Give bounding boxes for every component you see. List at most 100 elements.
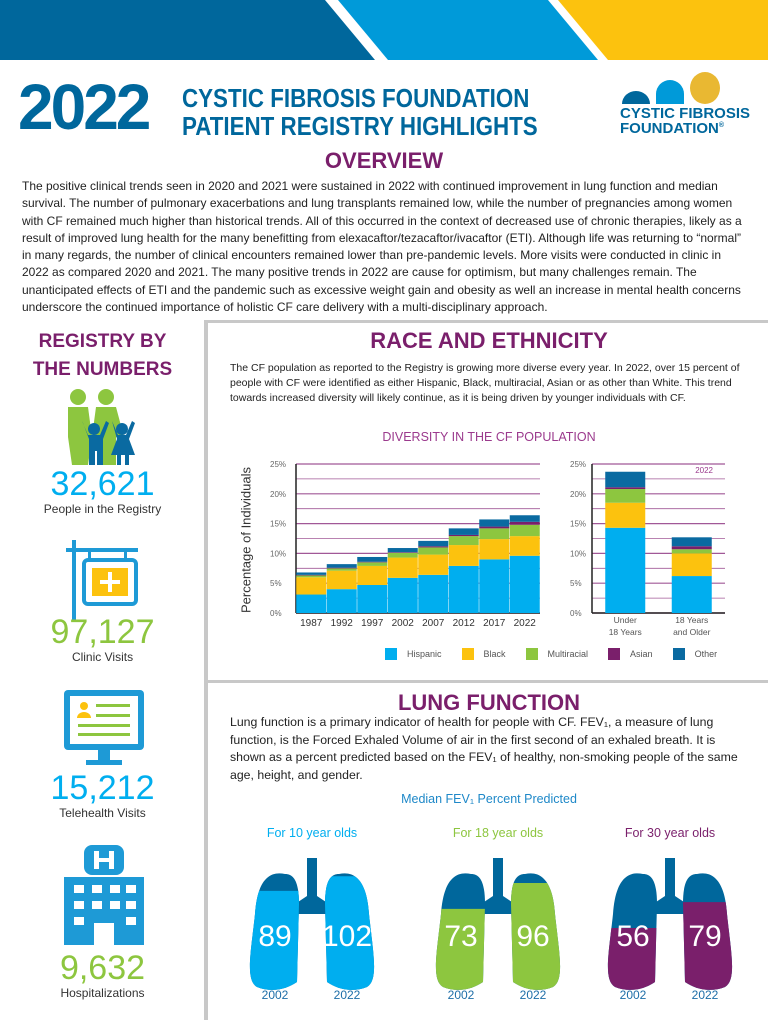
bar-segment-asian xyxy=(387,552,418,553)
legend-swatch xyxy=(608,648,621,660)
trachea xyxy=(481,858,515,914)
fev-value-2022: 79 xyxy=(688,920,721,953)
section-divider xyxy=(207,320,768,323)
x-tick-label: Under xyxy=(614,615,637,625)
bar-segment-asian xyxy=(605,487,646,490)
lung-fill-2002 xyxy=(435,908,485,990)
bar-segment-asian xyxy=(326,567,357,569)
bar-segment-other xyxy=(671,537,712,547)
report-title: CYSTIC FIBROSIS FOUNDATION PATIENT REGIS… xyxy=(182,84,538,140)
y-tick-label: 5% xyxy=(270,579,282,588)
chart-legend: Hispanic Black Multiracial Asian Other xyxy=(385,648,737,660)
bar-segment-black xyxy=(671,553,712,577)
legend-swatch xyxy=(461,648,474,660)
bar-segment-black xyxy=(479,539,510,560)
bar-segment-hispanic xyxy=(479,559,510,613)
bar-segment-asian xyxy=(479,526,510,529)
x-tick-label: 2002 xyxy=(392,618,415,629)
stat-people: 32,621 People in the Registry xyxy=(0,466,205,516)
bar-segment-other xyxy=(357,556,388,562)
bar-segment-multiracial xyxy=(326,568,357,571)
y-tick-label: 25% xyxy=(570,460,586,469)
bar-segment-asian xyxy=(671,546,712,550)
year-label: 2022 xyxy=(692,988,719,1002)
y-tick-label: 25% xyxy=(270,460,286,469)
chart-title: DIVERSITY IN THE CF POPULATION xyxy=(382,430,596,444)
bar-segment-hispanic xyxy=(357,584,388,613)
registry-title-line-2: THE NUMBERS xyxy=(32,359,173,380)
y-tick-label: 15% xyxy=(570,520,586,529)
bar-segment-asian xyxy=(509,521,540,525)
title-line-1: CYSTIC FIBROSIS FOUNDATION xyxy=(182,83,530,113)
logo-line-1: CYSTIC FIBROSIS xyxy=(620,105,751,122)
stat-value: 97,127 xyxy=(50,613,155,651)
family-icon xyxy=(68,389,135,465)
y-tick-label: 10% xyxy=(570,549,586,558)
section-divider xyxy=(207,680,768,683)
legend-swatch xyxy=(385,648,397,660)
bar-segment-other xyxy=(418,540,449,547)
lungs-icon: 56 79 2002 2022 xyxy=(607,858,733,1002)
bar-segment-multiracial xyxy=(418,547,449,555)
x-tick-label: 2007 xyxy=(422,618,445,629)
bar-segment-black xyxy=(296,577,327,595)
year-label: 2002 xyxy=(262,988,289,1002)
column-divider xyxy=(204,320,208,1020)
lungs-icon: 73 96 2002 2022 xyxy=(435,858,561,1002)
bar-segment-hispanic xyxy=(296,594,327,613)
bar-segment-asian xyxy=(296,574,327,576)
bar-segment-asian xyxy=(448,534,479,537)
bar-segment-multiracial xyxy=(387,552,418,558)
bar-segment-hispanic xyxy=(418,574,449,613)
legend-label: Asian xyxy=(630,649,653,659)
bar-segment-black xyxy=(418,554,449,575)
bar-segment-black xyxy=(605,502,646,528)
x-tick-label: 18 Years xyxy=(609,627,642,637)
stat-label: Clinic Visits xyxy=(71,650,134,664)
year-label: 2022 xyxy=(520,988,547,1002)
fev-subtitle: Median FEV₁ Percent Predicted xyxy=(401,792,577,806)
logo-line-2: FOUNDATION® xyxy=(620,121,750,136)
x-tick-label: 2022 xyxy=(514,618,537,629)
lung-fill-2002 xyxy=(607,928,657,990)
bar-segment-hispanic xyxy=(671,576,712,613)
bar-segment-hispanic xyxy=(387,577,418,613)
stat-value: 32,621 xyxy=(50,465,155,503)
bar-segment-other xyxy=(296,572,327,575)
bar-segment-multiracial xyxy=(479,528,510,540)
legend-label: Multiracial xyxy=(547,649,589,659)
registry-title-line-1: REGISTRY BY xyxy=(38,331,167,352)
y-tick-label: 20% xyxy=(570,490,586,499)
lung-fill-2022 xyxy=(683,902,733,990)
y-tick-label: 10% xyxy=(270,549,286,558)
x-tick-label: 2017 xyxy=(483,618,506,629)
fev-value-2022: 102 xyxy=(322,920,372,953)
bar-segment-other xyxy=(326,564,357,568)
x-tick-label: and Older xyxy=(673,627,710,637)
lung-fill-2022 xyxy=(511,883,561,990)
bar-segment-multiracial xyxy=(448,536,479,546)
legend-item: Other xyxy=(672,648,717,660)
bar-segment-black xyxy=(357,565,388,585)
year-label: 2002 xyxy=(620,988,647,1002)
lung-fill-2002 xyxy=(249,890,299,990)
lung-group: For 30 year olds xyxy=(585,826,755,841)
title-line-2: PATIENT REGISTRY HIGHLIGHTS xyxy=(182,111,538,141)
y-tick-label: 15% xyxy=(270,520,286,529)
trachea xyxy=(653,858,687,914)
legend-item: Multiracial xyxy=(525,648,589,660)
bar-segment-multiracial xyxy=(605,489,646,503)
bar-segment-black xyxy=(387,557,418,578)
y-tick-label: 0% xyxy=(270,609,282,618)
diversity-chart: 0% 5% 10% 15% 20% 25% 1987 1992 1997 2002 2007 2012… xyxy=(270,460,725,637)
bar-segment-multiracial xyxy=(509,524,540,537)
fev-value-2002: 56 xyxy=(616,920,649,953)
stat-clinic: 97,127 Clinic Visits xyxy=(0,614,205,664)
bar-segment-black xyxy=(509,536,540,556)
legend-swatch xyxy=(672,648,685,660)
chart-annotation: 2022 xyxy=(695,466,713,475)
fev-value-2002: 89 xyxy=(258,920,291,953)
x-tick-label: 18 Years xyxy=(675,615,708,625)
legend-label: Black xyxy=(483,649,506,659)
year-label: 2002 xyxy=(448,988,475,1002)
